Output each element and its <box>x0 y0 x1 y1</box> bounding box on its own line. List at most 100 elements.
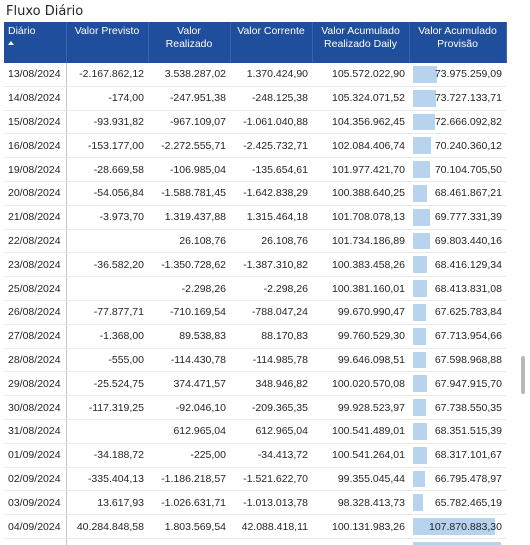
cell-valor-acumulado-provisao: 72.666.092,82 <box>409 110 506 135</box>
cell-valor-acumulado-provisao: 73.975.259,09 <box>409 63 506 87</box>
cell-valor-acumulado-realizado: 99.760.529,30 <box>312 324 409 349</box>
cell-valor-corrente: -135.654,61 <box>230 157 312 182</box>
cell-valor-acumulado-realizado: 100.541.264,01 <box>312 443 409 468</box>
cell-valor-realizado: 612.965,04 <box>148 419 230 444</box>
column-header-valor-acumulado-provisao[interactable]: Valor Acumulado Provisão <box>409 22 507 63</box>
cell-valor-corrente: -1.521.622,70 <box>230 467 312 492</box>
cell-valor-acumulado-realizado: 101.977.421,70 <box>312 157 409 182</box>
cell-date: 31/08/2024 <box>4 419 67 444</box>
cell-valor-previsto: 3.342.713,49 <box>66 538 148 545</box>
column-header-valor-corrente[interactable]: Valor Corrente <box>230 22 313 63</box>
cell-valor-acumulado-realizado: 98.328.413,73 <box>312 490 409 516</box>
table-row[interactable]: 26/08/2024 -77.877,71 -710.169,54 -788.047,… <box>4 300 506 325</box>
cell-valor-acumulado-provisao: 68.351.515,39 <box>409 419 506 444</box>
cell-valor-acumulado-realizado: 100.131.983,26 <box>312 538 409 545</box>
cell-valor-previsto <box>66 419 148 444</box>
cell-valor-corrente: 26.108,76 <box>230 229 312 254</box>
cell-valor-previsto: -174,00 <box>66 86 148 111</box>
cell-valor-acumulado-realizado: 99.670.990,47 <box>312 300 409 325</box>
cell-valor-acumulado-provisao: 69.803.440,16 <box>409 229 506 254</box>
cell-valor-corrente: 348.946,82 <box>230 371 312 397</box>
cell-valor-previsto: -335.404,13 <box>66 467 148 492</box>
column-header-valor-realizado[interactable]: Valor Realizado <box>148 22 231 63</box>
cell-value: 67.625.783,84 <box>434 306 502 319</box>
cell-value: 65.782.465,19 <box>434 496 502 509</box>
data-bar <box>413 89 437 107</box>
cell-valor-acumulado-realizado: 102.084.406,74 <box>312 133 409 159</box>
cell-valor-realizado: 3.538.287,02 <box>148 63 230 87</box>
cell-valor-acumulado-provisao: 67.625.783,84 <box>409 300 506 325</box>
column-header-label: Diário <box>8 25 36 37</box>
table-row[interactable]: 31/08/2024 612.965,04 612.965,04 100.541.48… <box>4 419 506 444</box>
cell-value: 68.413.831,08 <box>434 282 502 295</box>
table-row[interactable]: 22/08/2024 26.108,76 26.108,76 101.734.186,… <box>4 229 506 254</box>
cell-valor-realizado: -92.046,10 <box>148 395 230 420</box>
cell-valor-corrente: -788.047,24 <box>230 300 312 325</box>
cell-date: 14/08/2024 <box>4 86 67 111</box>
table-row[interactable]: 05/09/20243.342.713,493.342.713,49100.13… <box>4 538 506 545</box>
cell-date: 20/08/2024 <box>4 181 67 206</box>
table-row[interactable]: 04/09/2024 40.284.848,58 1.803.569,54 42.08… <box>4 514 506 539</box>
cell-value: 68.416.129,34 <box>434 258 502 271</box>
data-bar <box>413 208 430 226</box>
table-row[interactable]: 02/09/2024 -335.404,13 -1.186.218,57 -1.521… <box>4 467 506 492</box>
cell-valor-acumulado-provisao: 67.947.915,70 <box>409 371 506 397</box>
cell-valor-acumulado-provisao: 67.738.550,35 <box>409 395 506 420</box>
table-row[interactable]: 25/08/2024 -2.298,26 -2.298,26 100.381.160,… <box>4 276 506 301</box>
cell-valor-acumulado-realizado: 100.131.983,26 <box>312 514 409 539</box>
column-header-diario[interactable]: Diário <box>4 22 67 63</box>
table-row[interactable]: 28/08/2024 -555,00 -114.430,78 -114.985,78 9… <box>4 348 506 373</box>
cell-valor-corrente: 88.170,83 <box>230 324 312 349</box>
cell-valor-corrente: -209.365,35 <box>230 395 312 420</box>
cell-date: 25/08/2024 <box>4 276 67 301</box>
cell-valor-realizado: -1.026.631,71 <box>148 490 230 516</box>
table-row[interactable]: 03/09/2024 13.617,93 -1.026.631,71 -1.013.0… <box>4 490 506 516</box>
cell-value: 73.975.259,09 <box>434 68 502 81</box>
table-row[interactable]: 20/08/2024 -54.056,84 -1.588.781,45 -1.642.… <box>4 181 506 206</box>
vertical-scrollbar-thumb[interactable] <box>521 356 525 394</box>
cell-valor-corrente: -248.125,38 <box>230 86 312 111</box>
cell-valor-acumulado-provisao: 68.416.129,34 <box>409 252 506 278</box>
cell-valor-realizado: 374.471,57 <box>148 371 230 397</box>
cell-valor-acumulado-realizado: 100.020.570,08 <box>312 371 409 397</box>
table-row[interactable]: 19/08/2024 -28.669,58 -106.985,04 -135.654,… <box>4 157 506 182</box>
table-row[interactable]: 30/08/2024 -117.319,25 -92.046,10 -209.365,… <box>4 395 506 420</box>
cell-valor-previsto: -28.669,58 <box>66 157 148 182</box>
cell-value: 69.803.440,16 <box>434 234 502 247</box>
data-bar <box>413 256 428 274</box>
data-bar <box>413 399 427 416</box>
cell-valor-acumulado-provisao: 70.104.705,50 <box>409 157 506 182</box>
cell-date: 27/08/2024 <box>4 324 67 349</box>
table-row[interactable]: 16/08/2024 -153.177,00 -2.272.555,71 -2.425… <box>4 133 506 159</box>
column-header-valor-previsto[interactable]: Valor Previsto <box>66 22 149 63</box>
table-row[interactable]: 29/08/2024 -25.524,75 374.471,57 348.946,82… <box>4 371 506 397</box>
cell-valor-acumulado-realizado: 105.572.022,90 <box>312 63 409 87</box>
table-row[interactable]: 27/08/2024 -1.368,00 89.538,83 88.170,83 99.… <box>4 324 506 349</box>
cell-valor-realizado: 1.803.569,54 <box>148 514 230 539</box>
table-row[interactable]: 21/08/2024 -3.973,70 1.319.437,88 1.315.464… <box>4 205 506 230</box>
table-row[interactable]: 01/09/2024 -34.188,72 -225,00 -34.413,72 100… <box>4 443 506 468</box>
cell-valor-previsto: -93.931,82 <box>66 110 148 135</box>
table-row[interactable]: 15/08/2024 -93.931,82 -967.109,07 -1.061.04… <box>4 110 506 135</box>
data-bar <box>413 494 423 512</box>
cell-value: 66.795.478,97 <box>434 472 502 485</box>
table-row[interactable]: 13/08/2024 -2.167.862,12 3.538.287,02 1.370… <box>4 63 506 87</box>
cell-valor-realizado: -1.350.728,62 <box>148 252 230 278</box>
cell-date: 01/09/2024 <box>4 443 67 468</box>
cell-date: 15/08/2024 <box>4 110 67 135</box>
table-row[interactable]: 14/08/2024 -174,00 -247.951,38 -248.125,38 1… <box>4 86 506 111</box>
cell-valor-previsto: -2.167.862,12 <box>66 63 148 87</box>
cell-valor-corrente: -114.985,78 <box>230 348 312 373</box>
cell-valor-acumulado-provisao: 65.782.465,19 <box>409 490 506 516</box>
column-header-valor-acumulado-realizado[interactable]: Valor Acumulado Realizado Daily <box>312 22 410 63</box>
cell-valor-corrente: 3.342.713,49 <box>230 538 312 545</box>
sort-ascending-icon[interactable] <box>8 41 14 45</box>
cell-value: 107.870.883,30 <box>429 520 502 533</box>
cell-valor-acumulado-realizado: 100.541.489,01 <box>312 419 409 444</box>
data-bar <box>413 137 431 155</box>
cell-date: 21/08/2024 <box>4 205 67 230</box>
data-bar <box>413 184 428 202</box>
table-row[interactable]: 23/08/2024 -36.582,20 -1.350.728,62 -1.387.… <box>4 252 506 278</box>
cell-date: 03/09/2024 <box>4 490 67 516</box>
cell-valor-acumulado-realizado: 99.646.098,51 <box>312 348 409 373</box>
